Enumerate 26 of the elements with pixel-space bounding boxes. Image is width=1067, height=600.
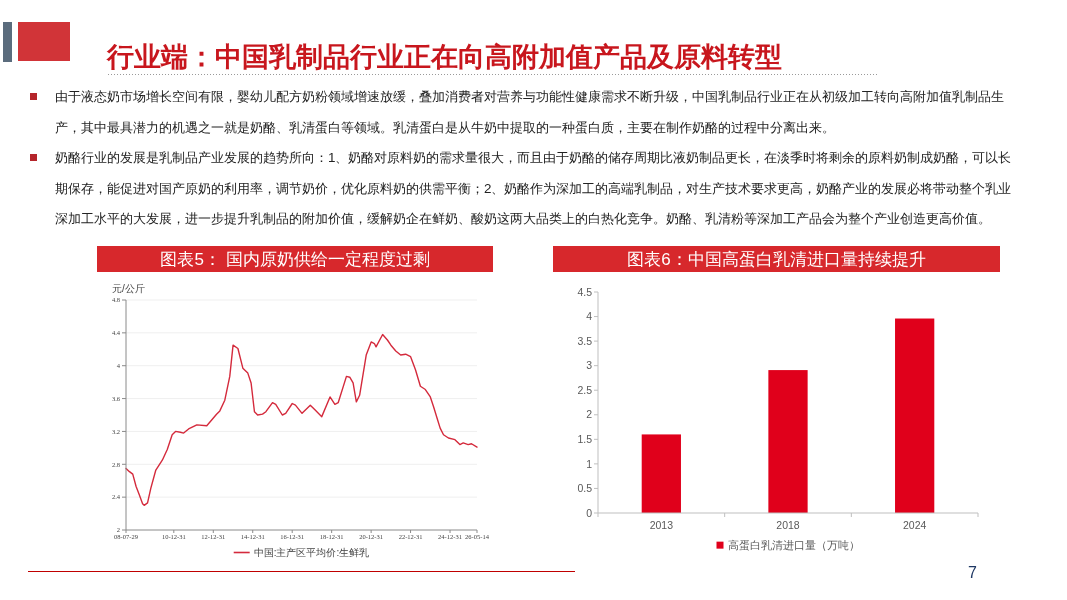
chart-title: 图表6：中国高蛋白乳清进口量持续提升 bbox=[627, 250, 926, 269]
y-tick-label: 1 bbox=[586, 457, 593, 470]
bar bbox=[895, 318, 935, 513]
legend-label: 高蛋白乳清进口量（万吨） bbox=[727, 539, 860, 551]
text: 7 bbox=[968, 563, 977, 583]
text: 由于液态奶市场增长空间有限，婴幼儿配方奶粉领域增速放缓，叠加消费者对营养与功能性健康需求不断升级，中国乳制品行业正在从初级加工转向高附加值乳制品生产，其中最具潜力的机遇之一就是奶酪、乳清蛋白等领域。乳清蛋白是从牛奶中提取的一种蛋白质，主要在制作奶酪的过程中分离出来。 bbox=[55, 89, 1004, 135]
chart-title: 图表5： 国内原奶供给一定程度过剩 bbox=[160, 250, 430, 269]
y-tick-label: 3.5 bbox=[577, 334, 593, 347]
x-tick-label: 2013 bbox=[649, 519, 674, 531]
y-tick-label: 2.5 bbox=[577, 383, 593, 396]
y-tick-label: 3 bbox=[586, 359, 593, 372]
line-series bbox=[125, 333, 478, 507]
y-tick-label: 2 bbox=[586, 408, 593, 421]
y-tick-label: 4.5 bbox=[577, 285, 593, 298]
text: 行业端：中国乳制品行业正在向高附加值产品及原料转型 bbox=[107, 41, 782, 74]
y-tick-label: 0 bbox=[586, 506, 593, 519]
bar bbox=[641, 434, 681, 513]
text: 奶酪行业的发展是乳制品产业发展的趋势所向：1、奶酪对原料奶的需求量很大，而且由于奶酪的储存周期比液奶制品更长，在淡季时将剩余的原料奶制成奶酪，可以长期保存，能促进对国产原奶的利用率，调节奶价，优化原料奶的供需平衡；2、奶酪作为深加工的高端乳制品，对生产技术要求更高，奶酪产业的发展必将带动整个乳业深加工水平的大发展，进一步提升乳制品的附加价值，缓解奶企在鲜奶、酸奶这两大品类上的白热化竞争。奶酪、乳清粉等深加工产品会为整个产业创造更高价值。 bbox=[55, 150, 1012, 226]
y-axis-title: 元/公斤 bbox=[112, 283, 145, 294]
y-tick-label: 4 bbox=[586, 310, 593, 323]
y-tick-label: 1.5 bbox=[577, 433, 593, 446]
bar bbox=[768, 370, 808, 513]
y-tick-label: 0.5 bbox=[577, 482, 593, 495]
x-tick-label: 2018 bbox=[776, 519, 800, 531]
legend-label: 中国:主产区平均价:生鲜乳 bbox=[253, 547, 370, 558]
x-tick-label: 2024 bbox=[902, 519, 927, 531]
